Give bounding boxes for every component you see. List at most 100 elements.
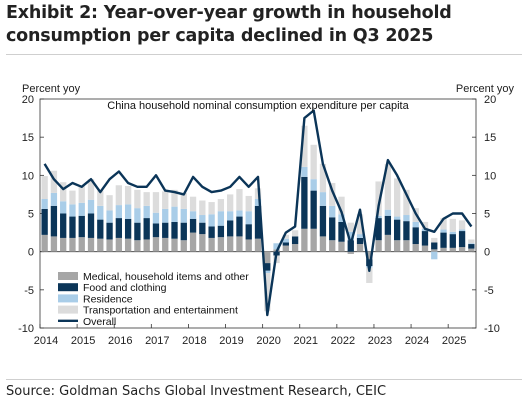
bar-residence (50, 192, 58, 206)
y-tick-label-left: 15 (22, 132, 34, 144)
bar-food (245, 224, 252, 240)
bar-transport (217, 198, 225, 212)
bar-food (310, 190, 317, 229)
bar-transport (180, 192, 187, 209)
bar-residence (347, 231, 354, 241)
bar-residence (189, 211, 197, 219)
bar-medical (227, 236, 234, 252)
bar-medical (319, 236, 327, 252)
bar-medical (393, 240, 401, 252)
bar-medical (171, 238, 178, 252)
bar-residence (199, 215, 206, 223)
bar-transport (189, 196, 197, 212)
bar-medical (440, 247, 447, 252)
bar-medical (468, 248, 475, 252)
bar-residence (403, 215, 410, 222)
y-tick-label-left: -10 (18, 323, 34, 335)
x-tick-label: 2025 (442, 335, 466, 347)
legend-label-medical: Medical, household items and other (83, 271, 249, 283)
bar-food (291, 236, 299, 245)
bar-food (236, 216, 243, 237)
bar-food (115, 218, 123, 238)
legend-swatch-medical (58, 272, 78, 280)
bar-medical (162, 237, 169, 252)
bar-transport (282, 234, 289, 239)
bar-residence (458, 229, 466, 232)
bar-residence (69, 204, 76, 217)
bar-food (124, 218, 132, 239)
x-tick-label: 2021 (294, 335, 318, 347)
bar-food (458, 231, 466, 248)
bar-residence (264, 270, 271, 274)
title-line-2: consumption per capita declined in Q3 20… (6, 26, 434, 46)
x-tick-label: 2018 (182, 335, 206, 347)
bar-transport (162, 191, 169, 209)
bar-medical (282, 245, 289, 252)
bar-transport (245, 195, 252, 212)
bar-medical (236, 236, 243, 252)
y-tick-label-right: 5 (484, 209, 490, 221)
bar-food (375, 218, 382, 241)
y-tick-label-left: 10 (22, 170, 34, 182)
bar-food (254, 205, 262, 239)
bar-food (329, 217, 336, 241)
bar-medical (87, 237, 95, 252)
x-tick-label: 2019 (219, 335, 243, 347)
bar-food (403, 221, 410, 241)
line-layer (43, 109, 473, 317)
bar-residence (245, 211, 252, 225)
bar-food (227, 220, 234, 237)
chart-inner-title: China household nominal consumption expe… (107, 100, 409, 112)
bar-food (106, 222, 113, 240)
bar-residence (282, 238, 289, 243)
legend-label-food: Food and clothing (83, 282, 167, 294)
bar-transport (50, 170, 58, 193)
bar-medical (143, 239, 150, 252)
x-tick-label: 2014 (34, 335, 58, 347)
bar-food (449, 234, 456, 248)
bar-food (152, 223, 160, 238)
title-line-1: Exhibit 2: Year-over-year growth in hous… (6, 3, 452, 23)
bar-food (97, 219, 104, 239)
bar-food (301, 176, 308, 229)
bar-transport (366, 267, 373, 283)
y-tick-label-right: 10 (484, 170, 496, 182)
bar-medical (329, 240, 336, 252)
bar-medical (78, 237, 85, 252)
bar-transport (384, 163, 392, 210)
bar-medical (264, 251, 271, 264)
bar-food (393, 219, 401, 241)
bar-food (421, 231, 429, 246)
bar-residence (134, 208, 141, 223)
bar-medical (69, 237, 76, 252)
bar-medical (180, 240, 187, 252)
bar-food (134, 222, 141, 241)
y-axis-label-left: Percent yoy (22, 83, 81, 95)
bar-medical (60, 237, 67, 252)
bar-medical (412, 244, 419, 252)
bar-medical (106, 239, 113, 252)
y-tick-label-right: 20 (484, 94, 496, 106)
x-tick-label: 2020 (256, 335, 280, 347)
bar-food (171, 221, 178, 239)
y-tick-label-left: 20 (22, 94, 34, 106)
bar-food (143, 218, 150, 240)
y-tick-label-left: 5 (28, 209, 34, 221)
bar-food (384, 215, 392, 235)
bar-medical (310, 228, 317, 252)
bar-residence (97, 205, 104, 220)
bar-residence (310, 179, 317, 191)
legend-swatch-residence (58, 294, 78, 303)
bar-residence (180, 208, 187, 223)
x-tick-label: 2015 (71, 335, 95, 347)
bar-transport (347, 222, 354, 232)
bar-food (208, 226, 215, 238)
bar-medical (458, 247, 466, 252)
bar-transport (208, 202, 215, 215)
bar-medical (124, 238, 132, 252)
bar-transport (78, 186, 85, 203)
bar-medical (189, 232, 197, 252)
bar-residence (412, 221, 419, 228)
